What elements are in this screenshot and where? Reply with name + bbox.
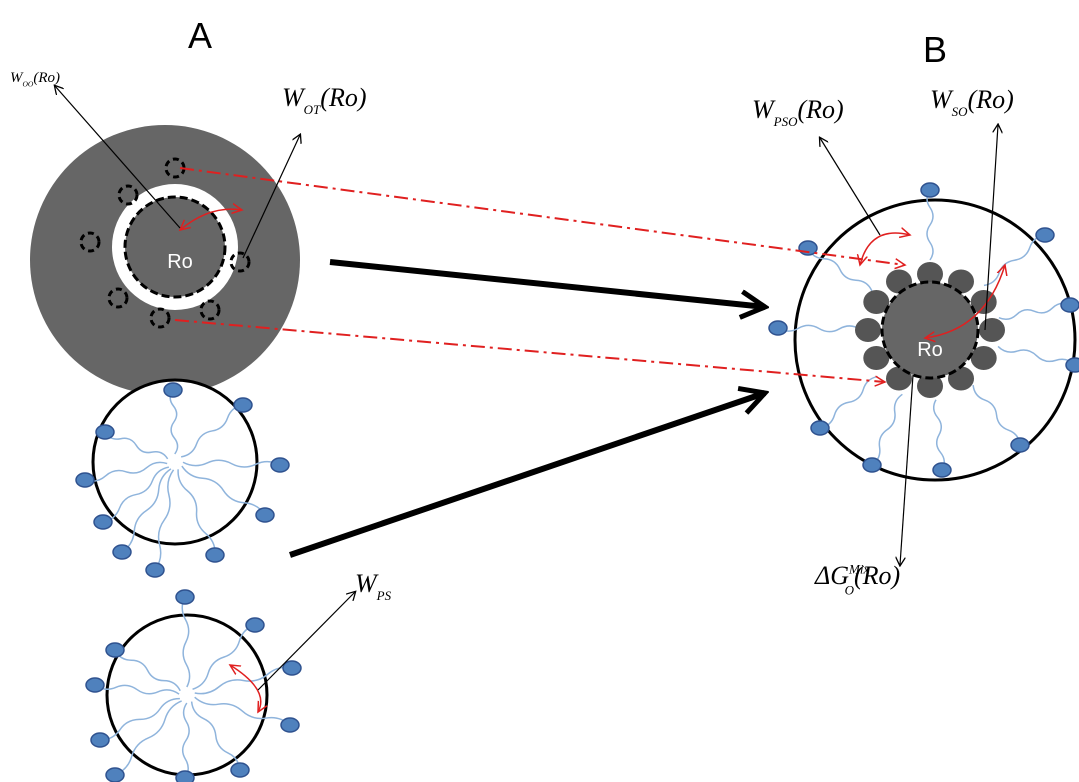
argument: (Ro)	[320, 83, 366, 112]
oil-blob	[855, 318, 881, 342]
oil-blob	[863, 346, 889, 370]
decorations	[30, 125, 1075, 775]
surfactant-head	[256, 508, 274, 522]
panel-label: B	[923, 29, 947, 70]
surfactant-head	[231, 763, 249, 777]
pointer	[820, 138, 880, 235]
subscript: SO	[952, 104, 969, 119]
surfactant-head	[176, 771, 194, 782]
core-label: Ro	[917, 339, 943, 361]
subscript: PSO	[773, 114, 798, 129]
symbol: W	[930, 85, 954, 114]
arrow	[290, 393, 765, 555]
argument: (Ro)	[33, 70, 60, 86]
surfactant-head	[1066, 358, 1079, 372]
surfactant-head	[176, 590, 194, 604]
symbol: W	[752, 95, 776, 124]
math-label: WSO(Ro)	[930, 85, 1014, 119]
surfactant-head	[146, 563, 164, 577]
surfactant-head	[863, 458, 881, 472]
surfactant-head	[1011, 438, 1029, 452]
core	[882, 282, 978, 378]
subscript: OO	[23, 80, 34, 89]
math-label: WPS	[355, 569, 392, 603]
pointer	[258, 592, 355, 690]
surfactant-head	[283, 661, 301, 675]
argument: (Ro)	[854, 561, 900, 590]
surfactant-head	[246, 618, 264, 632]
surfactant-head	[94, 515, 112, 529]
diagram: A B Ro RoWOO(Ro)WOT(Ro)WPSO(Ro)WSO(Ro)ΔG…	[0, 0, 1079, 782]
math-label: WOT(Ro)	[282, 83, 367, 117]
subscript: OT	[304, 102, 321, 117]
surfactant-head	[76, 473, 94, 487]
surfactant-head	[234, 398, 252, 412]
surfactant-head	[1061, 298, 1079, 312]
math-label: WOO(Ro)	[10, 70, 60, 89]
surfactant-head	[96, 425, 114, 439]
surfactant-head	[933, 463, 951, 477]
argument: (Ro)	[798, 95, 844, 124]
surfactant-head	[1036, 228, 1054, 242]
surfactant-head	[86, 678, 104, 692]
surfactant-head	[113, 545, 131, 559]
core-label: Ro	[167, 251, 193, 273]
surfactant-head	[91, 733, 109, 747]
symbol: W	[355, 569, 379, 598]
arrow	[330, 262, 765, 307]
surfactant-head	[271, 458, 289, 472]
surfactant-head	[811, 421, 829, 435]
argument: (Ro)	[968, 85, 1014, 114]
surfactant-head	[164, 383, 182, 397]
oil-blob	[979, 318, 1005, 342]
micelle	[93, 380, 257, 544]
math-label: WPSO(Ro)	[752, 95, 844, 129]
surfactant-head	[281, 718, 299, 732]
surfactant-head	[106, 643, 124, 657]
symbol: W	[282, 83, 306, 112]
surfactant-head	[206, 548, 224, 562]
surfactant-head	[921, 183, 939, 197]
subscript: PS	[376, 588, 392, 603]
surfactant-head	[106, 768, 124, 782]
panel-label: A	[188, 15, 212, 56]
surfactant-head	[769, 321, 787, 335]
